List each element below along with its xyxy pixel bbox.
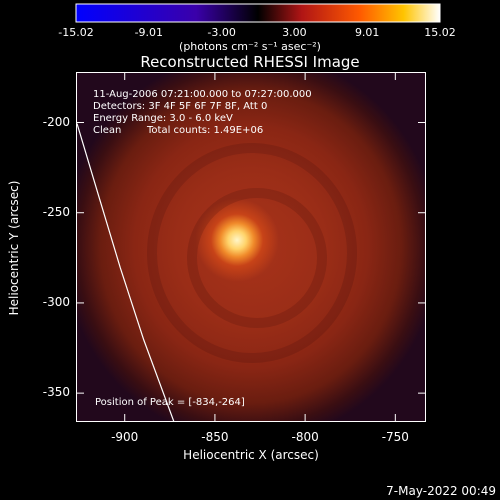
peak-annotation: Position of Peak = [-834,-264] [95, 397, 245, 408]
footer-date: 7-May-2022 00:49 [386, 484, 496, 498]
colorbar-gradient [75, 3, 441, 23]
solar-limb-line [77, 123, 175, 421]
colorbar-tick-label: -3.00 [207, 26, 236, 39]
colorbar-tick-label: 15.02 [424, 26, 456, 39]
y-tick-label: -300 [42, 294, 70, 309]
image-ring [147, 143, 357, 363]
energy-annotation: Energy Range: 3.0 - 6.0 keV [93, 113, 233, 124]
colorbar-units: (photons cm⁻² s⁻¹ asec⁻²) [179, 40, 321, 53]
y-axis-label: Heliocentric Y (arcsec) [7, 180, 21, 316]
limb-svg [77, 123, 175, 421]
y-tick-label: -200 [42, 114, 70, 129]
time-annotation: 11-Aug-2006 07:21:00.000 to 07:27:00.000 [93, 89, 312, 100]
chart-title: Reconstructed RHESSI Image [140, 53, 360, 71]
y-tick-label: -350 [42, 385, 70, 400]
method-annotation: Clean [93, 125, 122, 136]
y-tick-label: -250 [42, 204, 70, 219]
colorbar-tick-label: -15.02 [58, 26, 94, 39]
x-tick-label: -800 [291, 430, 319, 444]
plot-area: 11-Aug-2006 07:21:00.000 to 07:27:00.000… [76, 72, 426, 422]
colorbar-svg [75, 3, 441, 23]
colorbar-tick-label: 3.00 [282, 26, 307, 39]
x-tick-label: -900 [111, 430, 139, 444]
x-tick-label: -750 [381, 430, 409, 444]
rhessi-image [77, 73, 425, 421]
colorbar-tick-label: 9.01 [354, 26, 380, 39]
colorbar-tick-label: -9.01 [134, 26, 164, 39]
detectors-annotation: Detectors: 3F 4F 5F 6F 7F 8F, Att 0 [93, 101, 268, 112]
counts-annotation: Total counts: 1.49E+06 [147, 125, 264, 136]
x-tick-label: -850 [201, 430, 229, 444]
image-ring [187, 188, 327, 328]
x-axis-label: Heliocentric X (arcsec) [183, 448, 319, 462]
